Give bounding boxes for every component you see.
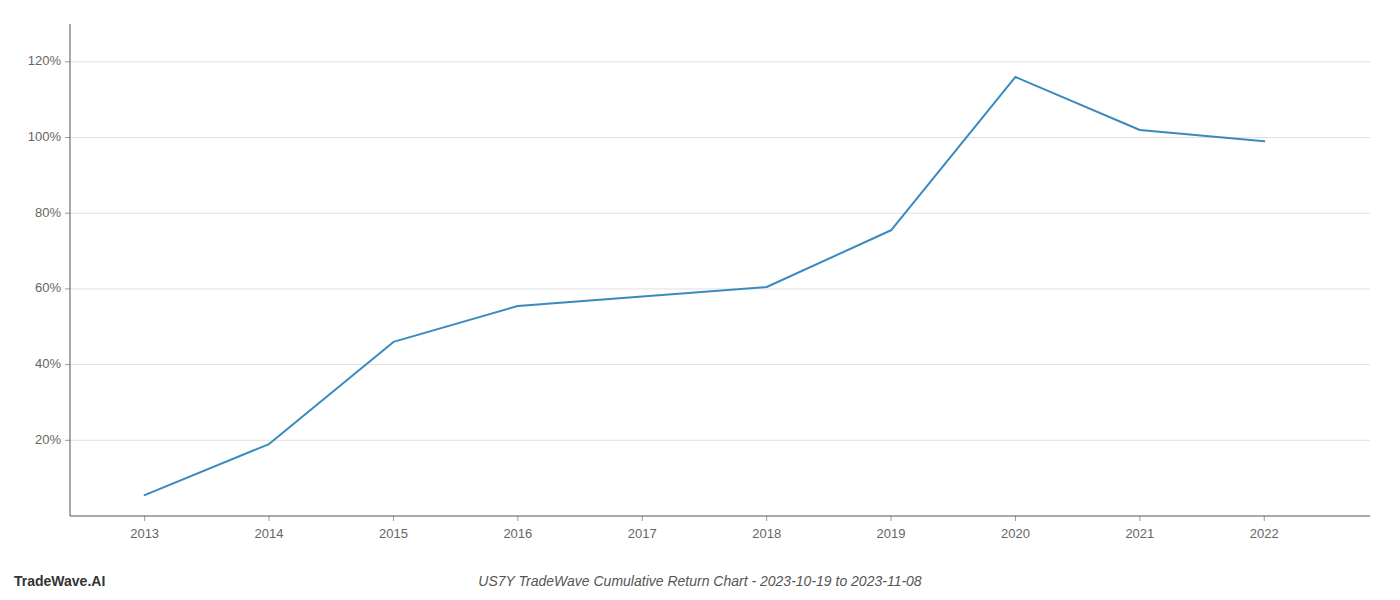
- grid-line: [70, 288, 1370, 289]
- y-tick-label: 60%: [35, 280, 61, 295]
- x-tick: [642, 516, 643, 521]
- x-axis: 2013 2014 2015 2016 2017 2018 2019 2020 2021 2022: [70, 516, 1370, 541]
- y-axis: 20% 40% 60% 80% 100% 120%: [28, 24, 70, 516]
- x-tick: [1139, 516, 1140, 521]
- y-tick-label: 100%: [28, 129, 62, 144]
- chart: 20% 40% 60% 80% 100% 120% 2013 2014 2015 2016 2017…: [0, 0, 1400, 600]
- y-tick: [65, 61, 70, 62]
- x-tick-label: 2022: [1250, 526, 1279, 541]
- x-tick-label: 2021: [1125, 526, 1154, 541]
- y-tick-label: 80%: [35, 205, 61, 220]
- y-tick: [65, 364, 70, 365]
- x-tick-label: 2017: [628, 526, 657, 541]
- y-tick-label: 40%: [35, 356, 61, 371]
- annotation: TradeWave.AI: [14, 573, 105, 589]
- x-tick-label: 2014: [255, 526, 284, 541]
- x-tick-label: 2013: [130, 526, 159, 541]
- y-tick: [65, 288, 70, 289]
- x-tick-label: 2016: [503, 526, 532, 541]
- y-tick: [65, 440, 70, 441]
- x-axis-line: [70, 516, 1370, 517]
- x-tick: [766, 516, 767, 521]
- x-tick: [144, 516, 145, 521]
- x-tick: [891, 516, 892, 521]
- y-tick-label: 20%: [35, 432, 61, 447]
- x-tick-label: 2019: [877, 526, 906, 541]
- x-tick: [393, 516, 394, 521]
- y-tick: [65, 213, 70, 214]
- x-tick-label: 2018: [752, 526, 781, 541]
- x-tick: [517, 516, 518, 521]
- grid-line: [70, 440, 1370, 441]
- plot-area: [145, 77, 1265, 495]
- grid-line: [70, 137, 1370, 138]
- x-tick: [1264, 516, 1265, 521]
- grid-line: [70, 213, 1370, 214]
- y-axis-line: [70, 24, 71, 516]
- y-tick: [65, 137, 70, 138]
- chart-title: US7Y TradeWave Cumulative Return Chart -…: [478, 573, 922, 589]
- data-line: [145, 77, 1265, 495]
- x-tick-label: 2020: [1001, 526, 1030, 541]
- grid: [70, 62, 1370, 440]
- grid-line: [70, 61, 1370, 62]
- x-tick: [269, 516, 270, 521]
- x-tick: [1015, 516, 1016, 521]
- x-tick-label: 2015: [379, 526, 408, 541]
- y-tick-label: 120%: [28, 53, 62, 68]
- grid-line: [70, 364, 1370, 365]
